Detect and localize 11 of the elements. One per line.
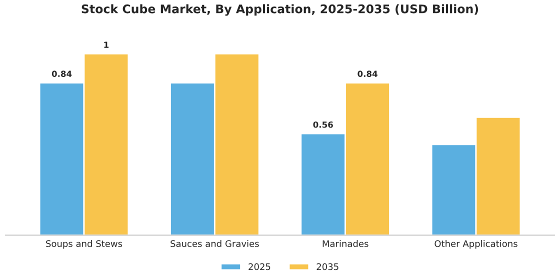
- x-tick-label: Soups and Stews: [46, 240, 122, 249]
- data-label: 0.84: [52, 70, 72, 77]
- data-label: 0.84: [358, 70, 378, 77]
- data-label: 1: [104, 42, 109, 48]
- data-label: 0.56: [313, 121, 333, 128]
- chart-title: Stock Cube Market, By Application, 2025-2035 (USD Billion): [82, 4, 478, 16]
- x-tick-label: Marinades: [322, 240, 368, 248]
- x-tick-label: Other Applications: [434, 240, 518, 249]
- legend-label: 2035: [316, 263, 338, 270]
- x-tick-label: Sauces and Gravies: [170, 240, 259, 248]
- legend-label: 2025: [248, 263, 270, 270]
